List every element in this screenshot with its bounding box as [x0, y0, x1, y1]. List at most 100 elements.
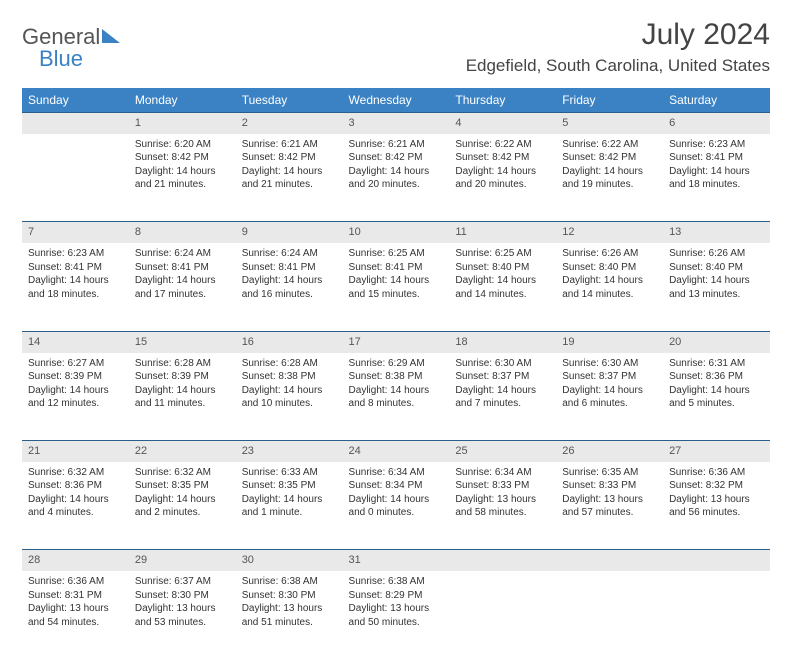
day1-text: Daylight: 14 hours: [135, 384, 230, 398]
day2-text: and 14 minutes.: [562, 288, 657, 302]
day-cell: Sunrise: 6:21 AMSunset: 8:42 PMDaylight:…: [236, 134, 343, 222]
day1-text: Daylight: 14 hours: [669, 384, 764, 398]
day2-text: and 54 minutes.: [28, 616, 123, 630]
day2-text: and 19 minutes.: [562, 178, 657, 192]
day1-text: Daylight: 13 hours: [455, 493, 550, 507]
calendar-body: 123456Sunrise: 6:20 AMSunset: 8:42 PMDay…: [22, 113, 770, 659]
day2-text: and 0 minutes.: [349, 506, 444, 520]
location-subtitle: Edgefield, South Carolina, United States: [466, 56, 770, 76]
day1-text: Daylight: 14 hours: [349, 493, 444, 507]
day2-text: and 7 minutes.: [455, 397, 550, 411]
sunrise-text: Sunrise: 6:23 AM: [669, 138, 764, 152]
sunrise-text: Sunrise: 6:22 AM: [455, 138, 550, 152]
sunrise-text: Sunrise: 6:20 AM: [135, 138, 230, 152]
day-cell: Sunrise: 6:31 AMSunset: 8:36 PMDaylight:…: [663, 353, 770, 441]
day2-text: and 8 minutes.: [349, 397, 444, 411]
sunrise-text: Sunrise: 6:22 AM: [562, 138, 657, 152]
sunset-text: Sunset: 8:42 PM: [455, 151, 550, 165]
sunrise-text: Sunrise: 6:28 AM: [135, 357, 230, 371]
day-number: 19: [556, 331, 663, 352]
day2-text: and 2 minutes.: [135, 506, 230, 520]
sunrise-text: Sunrise: 6:21 AM: [242, 138, 337, 152]
day1-text: Daylight: 13 hours: [135, 602, 230, 616]
day-cell: [556, 571, 663, 659]
day1-text: Daylight: 14 hours: [135, 493, 230, 507]
day-number-row: 28293031: [22, 550, 770, 571]
day2-text: and 4 minutes.: [28, 506, 123, 520]
day-cell: Sunrise: 6:30 AMSunset: 8:37 PMDaylight:…: [449, 353, 556, 441]
day-cell: Sunrise: 6:38 AMSunset: 8:29 PMDaylight:…: [343, 571, 450, 659]
sunset-text: Sunset: 8:42 PM: [349, 151, 444, 165]
day1-text: Daylight: 14 hours: [135, 165, 230, 179]
sunset-text: Sunset: 8:38 PM: [242, 370, 337, 384]
day1-text: Daylight: 14 hours: [28, 384, 123, 398]
day1-text: Daylight: 14 hours: [349, 384, 444, 398]
day-number: 9: [236, 222, 343, 243]
day-number: 17: [343, 331, 450, 352]
day-number: 31: [343, 550, 450, 571]
day-number: 24: [343, 441, 450, 462]
day-number: 1: [129, 113, 236, 134]
day2-text: and 53 minutes.: [135, 616, 230, 630]
day2-text: and 13 minutes.: [669, 288, 764, 302]
day2-text: and 56 minutes.: [669, 506, 764, 520]
day1-text: Daylight: 14 hours: [455, 384, 550, 398]
calendar-head: SundayMondayTuesdayWednesdayThursdayFrid…: [22, 88, 770, 113]
day1-text: Daylight: 14 hours: [242, 165, 337, 179]
sunset-text: Sunset: 8:39 PM: [28, 370, 123, 384]
day1-text: Daylight: 13 hours: [242, 602, 337, 616]
day-content-row: Sunrise: 6:32 AMSunset: 8:36 PMDaylight:…: [22, 462, 770, 550]
day-cell: Sunrise: 6:24 AMSunset: 8:41 PMDaylight:…: [129, 243, 236, 331]
day-cell: Sunrise: 6:26 AMSunset: 8:40 PMDaylight:…: [663, 243, 770, 331]
sunset-text: Sunset: 8:42 PM: [242, 151, 337, 165]
day-number: 5: [556, 113, 663, 134]
sunset-text: Sunset: 8:41 PM: [135, 261, 230, 275]
day-number: 20: [663, 331, 770, 352]
day-number: 13: [663, 222, 770, 243]
day1-text: Daylight: 13 hours: [349, 602, 444, 616]
sunset-text: Sunset: 8:38 PM: [349, 370, 444, 384]
day-cell: Sunrise: 6:37 AMSunset: 8:30 PMDaylight:…: [129, 571, 236, 659]
sunrise-text: Sunrise: 6:25 AM: [349, 247, 444, 261]
day-number: 10: [343, 222, 450, 243]
sunset-text: Sunset: 8:36 PM: [28, 479, 123, 493]
day-cell: [663, 571, 770, 659]
sunset-text: Sunset: 8:40 PM: [455, 261, 550, 275]
day2-text: and 12 minutes.: [28, 397, 123, 411]
day-cell: Sunrise: 6:28 AMSunset: 8:38 PMDaylight:…: [236, 353, 343, 441]
day-number: 16: [236, 331, 343, 352]
sunrise-text: Sunrise: 6:28 AM: [242, 357, 337, 371]
day-cell: [22, 134, 129, 222]
day-number-row: 78910111213: [22, 222, 770, 243]
day1-text: Daylight: 14 hours: [562, 274, 657, 288]
day1-text: Daylight: 13 hours: [28, 602, 123, 616]
brand-part2: Blue: [39, 46, 83, 72]
sunrise-text: Sunrise: 6:27 AM: [28, 357, 123, 371]
day2-text: and 57 minutes.: [562, 506, 657, 520]
day-cell: Sunrise: 6:28 AMSunset: 8:39 PMDaylight:…: [129, 353, 236, 441]
day1-text: Daylight: 14 hours: [349, 274, 444, 288]
day-cell: Sunrise: 6:35 AMSunset: 8:33 PMDaylight:…: [556, 462, 663, 550]
sunrise-text: Sunrise: 6:35 AM: [562, 466, 657, 480]
day-number: [22, 113, 129, 134]
day1-text: Daylight: 13 hours: [562, 493, 657, 507]
day2-text: and 15 minutes.: [349, 288, 444, 302]
day-cell: Sunrise: 6:34 AMSunset: 8:33 PMDaylight:…: [449, 462, 556, 550]
day-content-row: Sunrise: 6:36 AMSunset: 8:31 PMDaylight:…: [22, 571, 770, 659]
day1-text: Daylight: 14 hours: [562, 384, 657, 398]
sunset-text: Sunset: 8:40 PM: [669, 261, 764, 275]
sunrise-text: Sunrise: 6:37 AM: [135, 575, 230, 589]
sunrise-text: Sunrise: 6:24 AM: [242, 247, 337, 261]
day-cell: Sunrise: 6:36 AMSunset: 8:31 PMDaylight:…: [22, 571, 129, 659]
day1-text: Daylight: 14 hours: [28, 274, 123, 288]
day2-text: and 20 minutes.: [455, 178, 550, 192]
sunset-text: Sunset: 8:34 PM: [349, 479, 444, 493]
page-header: General July 2024 Edgefield, South Carol…: [22, 18, 770, 76]
day-number: 7: [22, 222, 129, 243]
day2-text: and 58 minutes.: [455, 506, 550, 520]
day-number: 26: [556, 441, 663, 462]
day-number: 12: [556, 222, 663, 243]
sunrise-text: Sunrise: 6:38 AM: [349, 575, 444, 589]
sunset-text: Sunset: 8:40 PM: [562, 261, 657, 275]
sunset-text: Sunset: 8:37 PM: [562, 370, 657, 384]
